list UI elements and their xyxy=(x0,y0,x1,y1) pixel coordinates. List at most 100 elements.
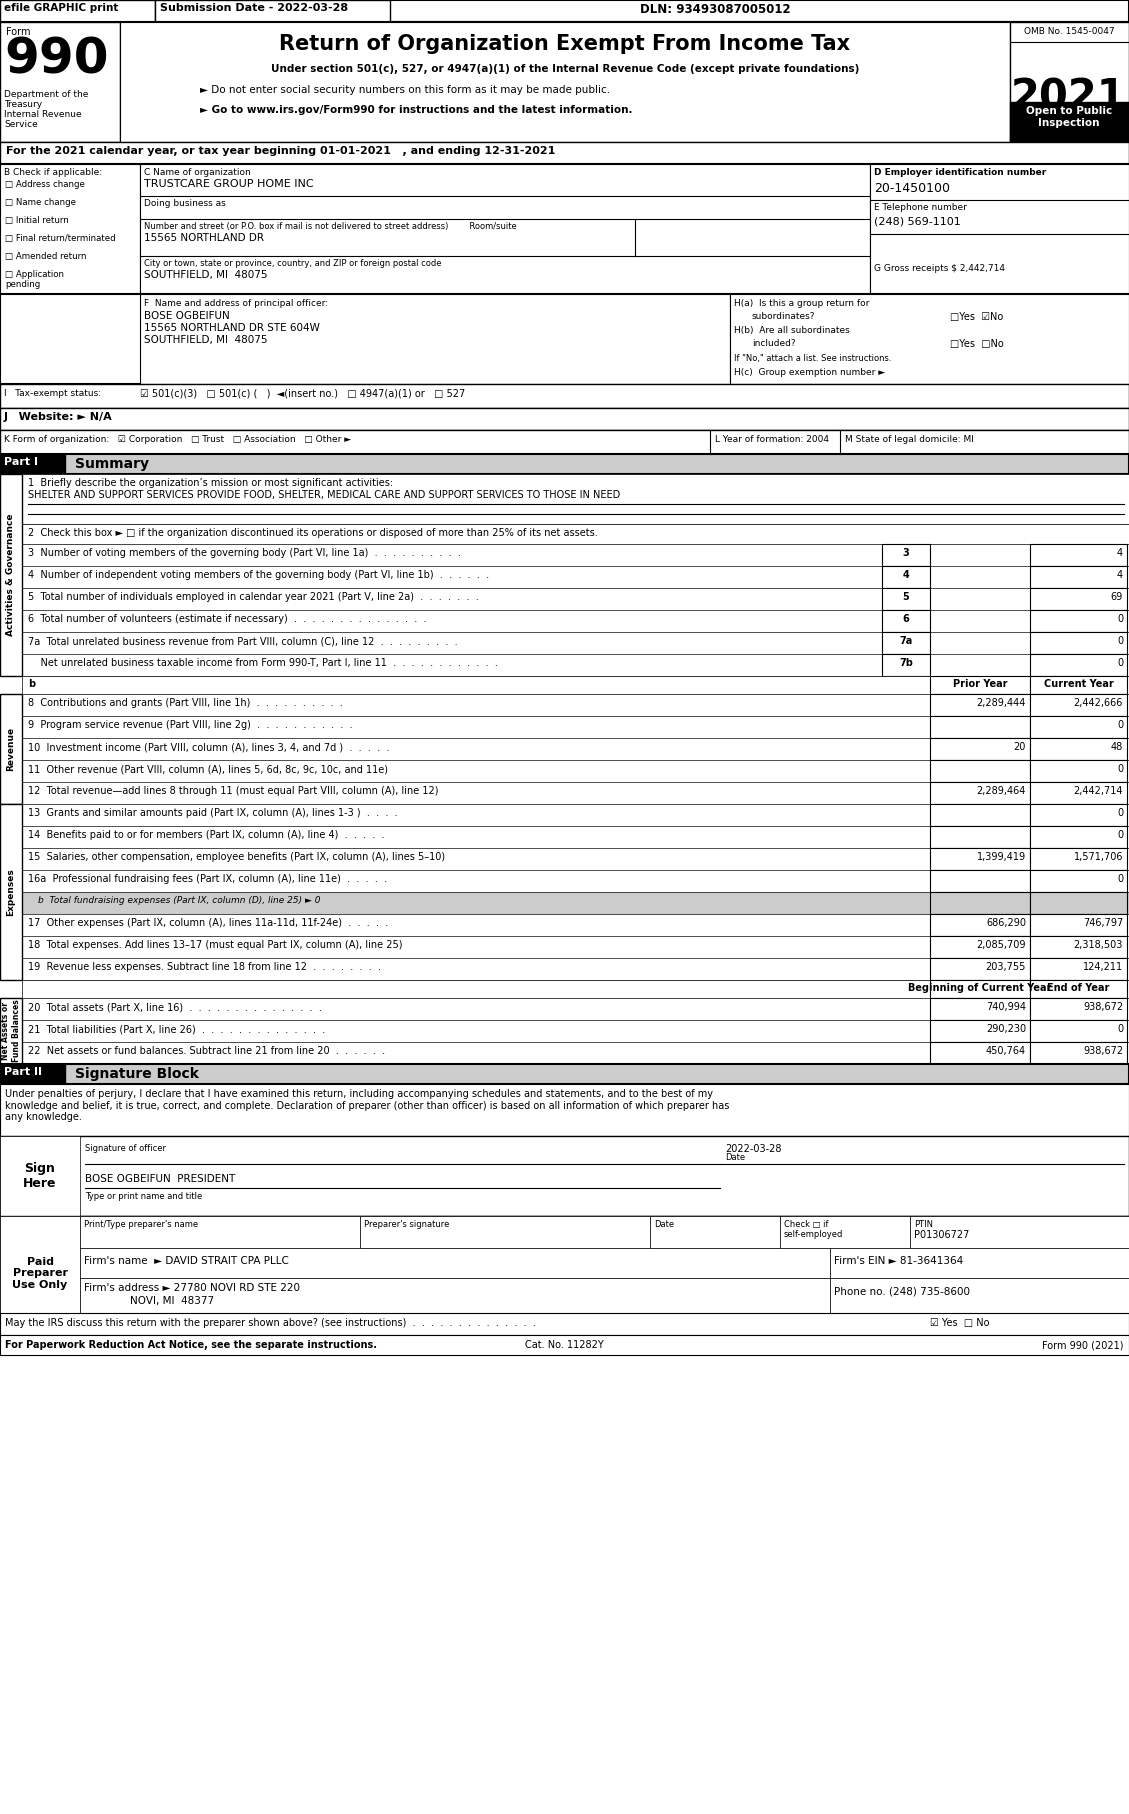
Bar xyxy=(882,544,930,566)
Text: 2,318,503: 2,318,503 xyxy=(1074,940,1123,951)
Text: G Gross receipts $ 2,442,714: G Gross receipts $ 2,442,714 xyxy=(874,265,1005,272)
Bar xyxy=(1010,22,1129,141)
Bar xyxy=(0,1085,1129,1136)
Text: 16a  Professional fundraising fees (Part IX, column (A), line 11e)  .  .  .  .  : 16a Professional fundraising fees (Part … xyxy=(28,874,387,883)
Text: ☑ Yes  □ No: ☑ Yes □ No xyxy=(930,1319,989,1328)
Bar xyxy=(0,0,1129,22)
Bar xyxy=(21,566,1129,588)
Text: Prior Year: Prior Year xyxy=(953,678,1007,689)
Text: (248) 569-1101: (248) 569-1101 xyxy=(874,216,961,227)
Text: Net unrelated business taxable income from Form 990-T, Part I, line 11  .  .  . : Net unrelated business taxable income fr… xyxy=(28,658,498,668)
Bar xyxy=(0,1065,1129,1085)
Text: 10  Investment income (Part VIII, column (A), lines 3, 4, and 7d )  .  .  .  .  : 10 Investment income (Part VIII, column … xyxy=(28,742,390,753)
Text: Firm's EIN ► 81-3641364: Firm's EIN ► 81-3641364 xyxy=(834,1255,963,1266)
Bar xyxy=(21,677,1129,695)
Text: Inspection: Inspection xyxy=(1039,118,1100,129)
Bar xyxy=(0,473,21,677)
Bar xyxy=(882,655,930,677)
Bar xyxy=(0,22,1129,141)
Text: Phone no. (248) 735-8600: Phone no. (248) 735-8600 xyxy=(834,1286,970,1295)
Text: 3: 3 xyxy=(902,548,909,559)
Bar xyxy=(780,1215,910,1248)
Bar xyxy=(0,1065,65,1085)
Text: 22  Net assets or fund balances. Subtract line 21 from line 20  .  .  .  .  .  .: 22 Net assets or fund balances. Subtract… xyxy=(28,1047,385,1056)
Bar xyxy=(1030,936,1127,958)
Bar xyxy=(0,22,120,141)
Text: 203,755: 203,755 xyxy=(986,961,1026,972)
Bar xyxy=(0,804,21,980)
Bar xyxy=(930,871,1030,892)
Bar xyxy=(930,847,1030,871)
Bar xyxy=(0,695,21,804)
Text: 12  Total revenue—add lines 8 through 11 (must equal Part VIII, column (A), line: 12 Total revenue—add lines 8 through 11 … xyxy=(28,785,438,796)
Text: 0: 0 xyxy=(1117,831,1123,840)
Bar xyxy=(0,1215,80,1331)
Text: Date: Date xyxy=(654,1221,674,1230)
Bar xyxy=(21,871,1129,892)
Text: SOUTHFIELD, MI  48075: SOUTHFIELD, MI 48075 xyxy=(145,336,268,345)
Text: 13  Grants and similar amounts paid (Part IX, column (A), lines 1-3 )  .  .  .  : 13 Grants and similar amounts paid (Part… xyxy=(28,807,397,818)
Bar xyxy=(1010,102,1129,141)
Bar xyxy=(21,892,1129,914)
Text: 290,230: 290,230 xyxy=(986,1023,1026,1034)
Text: 0: 0 xyxy=(1117,658,1123,668)
Text: H(a)  Is this a group return for: H(a) Is this a group return for xyxy=(734,299,869,308)
Bar xyxy=(1030,1019,1127,1041)
Text: 0: 0 xyxy=(1117,1023,1123,1034)
Bar xyxy=(930,936,1030,958)
Text: If "No," attach a list. See instructions.: If "No," attach a list. See instructions… xyxy=(734,354,892,363)
Text: 0: 0 xyxy=(1117,764,1123,775)
Bar xyxy=(882,588,930,610)
Text: □ Initial return: □ Initial return xyxy=(5,216,69,225)
Bar xyxy=(1030,958,1127,980)
Text: 2,289,444: 2,289,444 xyxy=(977,698,1026,707)
Text: Open to Public: Open to Public xyxy=(1026,105,1112,116)
Text: Beginning of Current Year: Beginning of Current Year xyxy=(909,983,1052,992)
Bar xyxy=(1030,998,1127,1019)
Text: 15  Salaries, other compensation, employee benefits (Part IX, column (A), lines : 15 Salaries, other compensation, employe… xyxy=(28,853,445,862)
Bar xyxy=(0,163,1129,294)
Text: Type or print name and title: Type or print name and title xyxy=(85,1192,202,1201)
Bar xyxy=(0,430,1129,454)
Bar xyxy=(0,294,1129,385)
Text: 20-1450100: 20-1450100 xyxy=(874,181,949,194)
Text: L Year of formation: 2004: L Year of formation: 2004 xyxy=(715,435,829,444)
Bar xyxy=(80,1248,830,1279)
Bar xyxy=(882,631,930,655)
Bar xyxy=(1030,804,1127,825)
Text: ☑ 501(c)(3)   □ 501(c) (   )  ◄(insert no.)   □ 4947(a)(1) or   □ 527: ☑ 501(c)(3) □ 501(c) ( ) ◄(insert no.) □… xyxy=(140,388,465,399)
Text: 69: 69 xyxy=(1111,591,1123,602)
Bar xyxy=(0,1215,1129,1331)
Text: End of Year: End of Year xyxy=(1048,983,1110,992)
Text: Net Assets or
Fund Balances: Net Assets or Fund Balances xyxy=(1,1000,20,1063)
Text: SOUTHFIELD, MI  48075: SOUTHFIELD, MI 48075 xyxy=(145,270,268,279)
Bar xyxy=(1030,825,1127,847)
Text: Preparer's signature: Preparer's signature xyxy=(364,1221,449,1230)
Text: 18  Total expenses. Add lines 13–17 (must equal Part IX, column (A), line 25): 18 Total expenses. Add lines 13–17 (must… xyxy=(28,940,403,951)
Text: 20  Total assets (Part X, line 16)  .  .  .  .  .  .  .  .  .  .  .  .  .  .  .: 20 Total assets (Part X, line 16) . . . … xyxy=(28,1001,322,1012)
Text: For the 2021 calendar year, or tax year beginning 01-01-2021   , and ending 12-3: For the 2021 calendar year, or tax year … xyxy=(6,145,555,156)
Bar xyxy=(21,738,1129,760)
Text: 938,672: 938,672 xyxy=(1083,1047,1123,1056)
Text: 4: 4 xyxy=(1117,570,1123,580)
Text: Service: Service xyxy=(5,120,37,129)
Bar xyxy=(1030,717,1127,738)
Bar xyxy=(21,914,1129,936)
Bar xyxy=(650,1215,780,1248)
Bar xyxy=(0,1136,1129,1215)
Text: Activities & Governance: Activities & Governance xyxy=(7,513,16,637)
Text: 1,399,419: 1,399,419 xyxy=(977,853,1026,862)
Text: 7a  Total unrelated business revenue from Part VIII, column (C), line 12  .  .  : 7a Total unrelated business revenue from… xyxy=(28,637,457,646)
Text: 4: 4 xyxy=(1117,548,1123,559)
Text: 2,085,709: 2,085,709 xyxy=(977,940,1026,951)
Bar xyxy=(1030,871,1127,892)
Bar xyxy=(930,1041,1030,1065)
Text: 686,290: 686,290 xyxy=(986,918,1026,929)
Text: 9  Program service revenue (Part VIII, line 2g)  .  .  .  .  .  .  .  .  .  .  .: 9 Program service revenue (Part VIII, li… xyxy=(28,720,352,729)
Bar xyxy=(21,782,1129,804)
Text: Number and street (or P.O. box if mail is not delivered to street address)      : Number and street (or P.O. box if mail i… xyxy=(145,221,517,230)
Bar xyxy=(21,958,1129,980)
Bar xyxy=(21,631,1129,655)
Bar xyxy=(0,163,140,294)
Text: 21  Total liabilities (Part X, line 26)  .  .  .  .  .  .  .  .  .  .  .  .  .  : 21 Total liabilities (Part X, line 26) .… xyxy=(28,1023,325,1034)
